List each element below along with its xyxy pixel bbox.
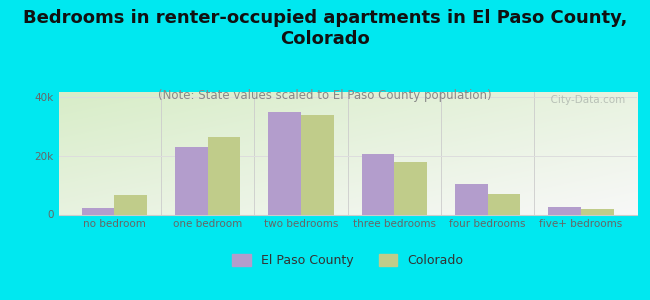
Bar [549, 207, 581, 214]
Text: Bedrooms in renter-occupied apartments in El Paso County,
Colorado: Bedrooms in renter-occupied apartments i… [23, 9, 627, 48]
Bar [395, 162, 427, 214]
Legend: El Paso County, Colorado: El Paso County, Colorado [227, 249, 468, 272]
Bar [82, 208, 114, 214]
Text: City-Data.com: City-Data.com [544, 95, 625, 105]
Bar [301, 115, 333, 214]
Bar [581, 208, 614, 214]
Bar [362, 154, 395, 214]
Bar [114, 196, 147, 214]
Bar [208, 137, 240, 214]
Bar [455, 184, 488, 214]
Bar [175, 147, 208, 214]
Bar [268, 112, 301, 214]
Bar [488, 194, 521, 214]
Text: (Note: State values scaled to El Paso County population): (Note: State values scaled to El Paso Co… [158, 88, 492, 101]
